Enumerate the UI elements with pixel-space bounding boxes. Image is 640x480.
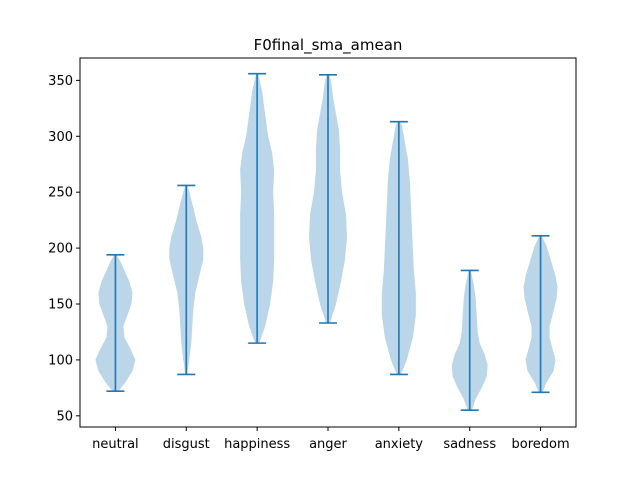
y-axis: 50 100 150 200 250 300 350 xyxy=(48,74,80,424)
y-tick-label: 250 xyxy=(48,186,73,201)
y-tick-label: 100 xyxy=(48,353,73,368)
y-tick-label: 300 xyxy=(48,130,73,145)
x-axis: neutral disgust happiness anger anxiety sadne… xyxy=(92,427,570,452)
x-tick-label: sadness xyxy=(443,437,496,452)
y-tick-label: 50 xyxy=(56,409,73,424)
chart-title: F0final_sma_amean xyxy=(254,36,403,55)
x-tick-label: anxiety xyxy=(375,437,424,452)
plot-frame xyxy=(79,57,577,428)
x-tick-label: boredom xyxy=(512,437,570,452)
x-tick-label: anger xyxy=(309,437,347,452)
x-tick-label: happiness xyxy=(224,437,290,452)
x-tick-label: disgust xyxy=(163,437,210,452)
y-tick-label: 150 xyxy=(48,298,73,313)
violin-bodies xyxy=(95,72,558,412)
y-tick-label: 200 xyxy=(48,242,73,257)
y-tick-label: 350 xyxy=(48,74,73,89)
x-tick-label: neutral xyxy=(92,437,139,452)
